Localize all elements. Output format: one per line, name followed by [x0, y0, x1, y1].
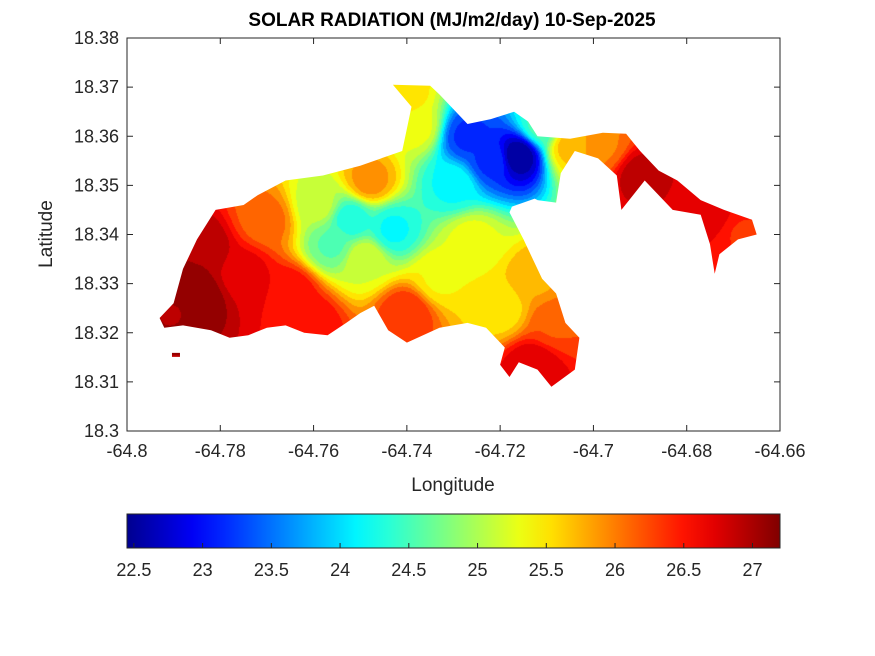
y-tick-label: 18.31 [74, 372, 119, 392]
y-tick-label: 18.32 [74, 323, 119, 343]
y-tick-label: 18.3 [84, 421, 119, 441]
colorbar-tick-label: 23 [193, 560, 213, 580]
x-tick-label: -64.8 [106, 441, 147, 461]
y-tick-label: 18.35 [74, 175, 119, 195]
chart-title: SOLAR RADIATION (MJ/m2/day) 10-Sep-2025 [248, 10, 656, 31]
y-axis-label: Latitude [36, 200, 57, 268]
colorbar-tick-label: 24.5 [391, 560, 426, 580]
y-tick-label: 18.36 [74, 126, 119, 146]
colorbar-tick-label: 23.5 [254, 560, 289, 580]
x-tick-label: -64.66 [754, 441, 805, 461]
colorbar-tick-label: 26.5 [666, 560, 701, 580]
x-tick-label: -64.7 [573, 441, 614, 461]
colorbar-ticks: 22.5 23 23.5 24 24.5 25 25.5 26 26.5 27 [116, 543, 763, 580]
y-axis-ticks: 18.3 18.31 18.32 18.33 18.34 18.35 18.36 18.37 1… [74, 28, 780, 441]
x-tick-label: -64.76 [288, 441, 339, 461]
x-tick-label: -64.78 [195, 441, 246, 461]
colorbar-tick-label: 26 [605, 560, 625, 580]
colorbar-tick-label: 22.5 [116, 560, 151, 580]
x-tick-label: -64.74 [381, 441, 432, 461]
y-tick-label: 18.34 [74, 225, 119, 245]
x-axis-label: Longitude [411, 475, 494, 496]
y-tick-label: 18.33 [74, 274, 119, 294]
colorbar-tick-label: 25 [468, 560, 488, 580]
y-tick-label: 18.37 [74, 77, 119, 97]
colorbar-tick-label: 25.5 [529, 560, 564, 580]
y-tick-label: 18.38 [74, 28, 119, 48]
colorbar [126, 513, 781, 549]
x-tick-label: -64.72 [475, 441, 526, 461]
x-axis-ticks: -64.8 -64.78 -64.76 -64.74 -64.72 -64.7 -64.68… [106, 38, 806, 461]
x-tick-label: -64.68 [661, 441, 712, 461]
colorbar-tick-label: 24 [330, 560, 350, 580]
colorbar-tick-label: 27 [742, 560, 762, 580]
